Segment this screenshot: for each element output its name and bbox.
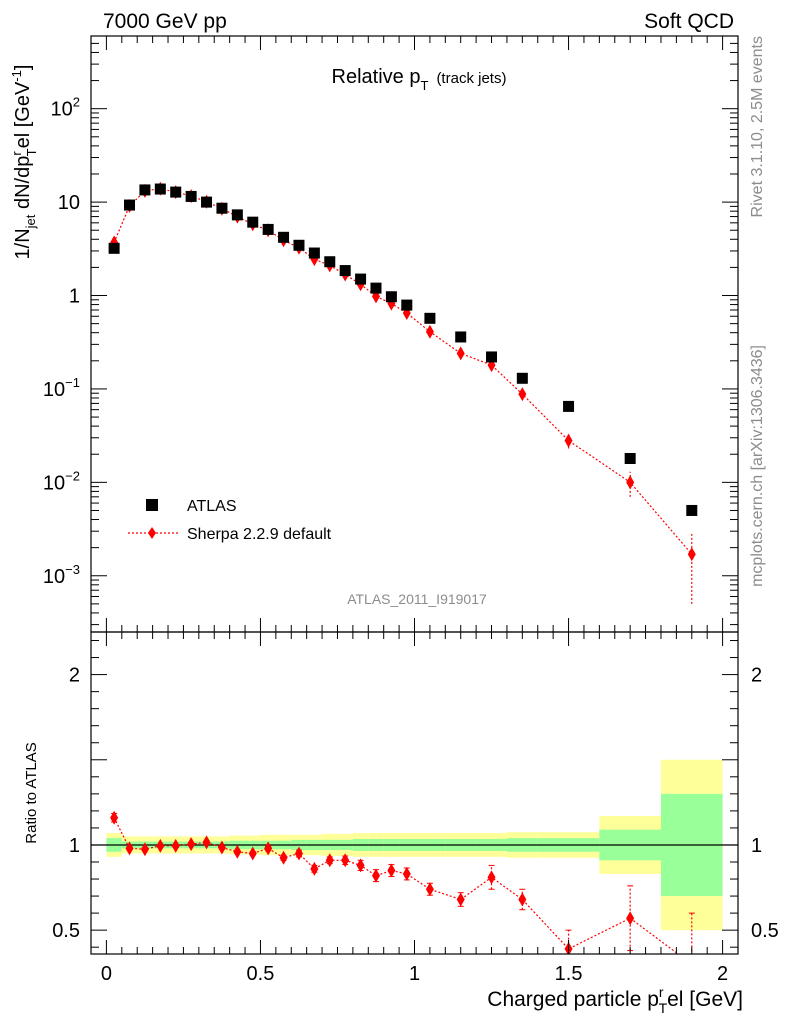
x-tick-label: 1.5	[555, 963, 583, 985]
sherpa-ratio-point	[402, 866, 411, 881]
atlas-main-point	[516, 372, 528, 384]
atlas-main-point	[355, 273, 367, 285]
atlas-main-point	[185, 190, 197, 202]
sherpa-ratio-point	[171, 838, 180, 853]
atlas-main-point	[201, 196, 213, 208]
sherpa-ratio-point	[341, 853, 350, 868]
main-y-tick-label: 10−2	[43, 468, 80, 494]
process-label: Soft QCD	[644, 10, 734, 33]
sherpa-ratio-point	[187, 837, 196, 852]
x-tick-label: 2	[717, 963, 728, 985]
sherpa-ratio-point	[626, 911, 635, 926]
atlas-main-point	[308, 247, 320, 259]
x-tick-label: 1	[409, 963, 420, 985]
atlas-main-point	[455, 331, 467, 343]
atlas-main-point	[247, 216, 259, 228]
main-y-tick-label: 1	[69, 286, 80, 308]
legend-atlas-marker	[146, 499, 158, 511]
atlas-main-point	[339, 265, 351, 277]
atlas-main-point	[231, 209, 243, 221]
sherpa-ratio-point	[217, 840, 226, 855]
x-tick-label: 0.5	[247, 963, 275, 985]
atlas-main-point	[624, 452, 636, 464]
mcplots-label: mcplots.cern.ch [arXiv:1306.3436]	[749, 345, 766, 587]
main-y-tick-label: 10	[58, 192, 80, 214]
atlas-main-point	[385, 291, 397, 303]
sherpa-ratio-point	[387, 863, 396, 878]
main-title: Relative pT (track jets)	[332, 66, 507, 93]
sherpa-ratio-point	[279, 850, 288, 865]
ratio-y-tick-label-left: 2	[69, 665, 80, 687]
sherpa-ratio-point	[140, 842, 149, 857]
atlas-main-point	[293, 239, 305, 251]
atlas-main-point	[563, 400, 575, 412]
ratio-y-tick-label-left: 0.5	[52, 920, 80, 942]
legend-sherpa-marker	[148, 527, 156, 539]
analysis-label: ATLAS_2011_I919017	[347, 591, 487, 607]
atlas-main-point	[262, 223, 274, 235]
atlas-main-point	[324, 256, 336, 268]
rivet-version-label: Rivet 3.1.10, 2.5M events	[749, 36, 766, 217]
sherpa-ratio-point	[487, 870, 496, 885]
legend-sherpa-label: Sherpa 2.2.9 default	[187, 526, 332, 543]
atlas-main-point	[424, 312, 436, 324]
sherpa-ratio-point	[456, 892, 465, 907]
sherpa-main-point	[564, 433, 573, 448]
ratio-panel: 0.5 0.5 1 1 2 2 0 0.5 1 1.5 2 Ratio to ATLAS Char…	[23, 631, 779, 1016]
ratio-y-tick-label-right: 1	[751, 835, 762, 857]
atlas-main-point	[154, 183, 166, 195]
sherpa-ratio-point	[233, 844, 242, 859]
sherpa-ratio-point	[156, 838, 165, 853]
sherpa-ratio-point	[264, 841, 273, 856]
legend-atlas-label: ATLAS	[187, 498, 237, 515]
atlas-main-point	[124, 199, 136, 211]
ratio-y-tick-label-left: 1	[69, 835, 80, 857]
sherpa-ratio-point	[110, 810, 119, 825]
sherpa-main-point	[425, 324, 434, 339]
ratio-y-tick-label-right: 2	[751, 665, 762, 687]
main-y-axis-label: 1/Njet dN/dprTel [GeV-1]	[9, 65, 39, 260]
sherpa-ratio-line	[113, 817, 680, 954]
sherpa-ratio-point	[325, 853, 334, 868]
sherpa-main-point	[456, 346, 465, 361]
atlas-main-point	[486, 351, 498, 363]
sherpa-ratio-point	[425, 882, 434, 897]
atlas-main-point	[401, 299, 413, 311]
sherpa-ratio-point	[518, 892, 527, 907]
sherpa-main-point	[518, 387, 527, 402]
sherpa-ratio-point	[294, 846, 303, 861]
main-y-tick-label: 102	[51, 95, 80, 121]
sherpa-ratio-point	[371, 868, 380, 883]
sherpa-ratio-point	[356, 858, 365, 873]
ratio-y-tick-label-right: 0.5	[751, 920, 779, 942]
sherpa-main-point	[310, 252, 319, 267]
atlas-main-point	[278, 231, 290, 243]
main-y-tick-label: 10−1	[43, 375, 80, 401]
atlas-main-point	[216, 202, 228, 214]
energy-label: 7000 GeV pp	[103, 10, 227, 33]
atlas-main-point	[170, 186, 182, 198]
sherpa-ratio-point	[248, 846, 257, 861]
x-tick-label: 0	[101, 963, 112, 985]
ratio-series-group	[110, 810, 696, 971]
sherpa-ratio-point	[202, 835, 211, 850]
atlas-main-point	[370, 282, 382, 294]
sherpa-ratio-point	[310, 861, 319, 876]
legend: ATLAS Sherpa 2.2.9 default	[128, 498, 332, 543]
main-y-tick-label: 10−3	[43, 562, 80, 588]
atlas-main-point	[108, 242, 120, 254]
ratio-frame	[90, 631, 739, 955]
sherpa-main-point	[687, 547, 696, 562]
ratio-y-axis-label: Ratio to ATLAS	[23, 742, 40, 843]
sherpa-ratio-point	[688, 957, 696, 971]
atlas-main-point	[686, 504, 698, 516]
sherpa-ratio-point	[125, 841, 134, 856]
atlas-main-point	[139, 184, 151, 196]
x-axis-label: Charged particle pr Tel [GeV]	[487, 984, 743, 1016]
main-panel: 10−3 10−2 10−1 1 10 102 Relative pT (track jet…	[9, 35, 739, 633]
sherpa-main-point	[626, 475, 635, 490]
